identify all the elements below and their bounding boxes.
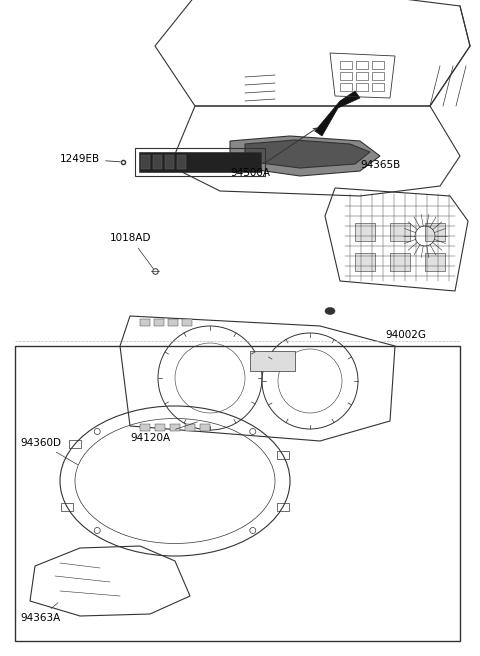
Bar <box>154 319 164 326</box>
Bar <box>277 502 289 510</box>
Bar <box>153 155 162 169</box>
Text: 94500A: 94500A <box>230 128 317 178</box>
Bar <box>425 223 445 241</box>
Bar <box>140 319 150 326</box>
Bar <box>356 61 368 69</box>
Bar <box>356 83 368 91</box>
Bar <box>182 319 192 326</box>
Bar <box>139 152 261 172</box>
Bar <box>355 253 375 271</box>
Bar <box>61 502 73 510</box>
Bar <box>168 319 178 326</box>
Bar <box>390 253 410 271</box>
Bar <box>177 155 186 169</box>
Bar <box>155 424 165 431</box>
Ellipse shape <box>325 308 335 314</box>
Bar <box>356 72 368 80</box>
Bar <box>372 72 384 80</box>
Bar <box>372 83 384 91</box>
Bar <box>140 424 150 431</box>
Bar <box>141 155 150 169</box>
Text: 94360D: 94360D <box>20 438 78 464</box>
Text: 94002G: 94002G <box>385 330 426 340</box>
Bar <box>15 346 460 641</box>
Bar <box>185 424 195 431</box>
Text: 94120A: 94120A <box>130 422 197 443</box>
Bar <box>372 61 384 69</box>
Bar <box>340 72 352 80</box>
Bar <box>425 253 445 271</box>
Text: 94365B: 94365B <box>360 160 400 170</box>
Bar <box>277 451 289 459</box>
Text: 1018AD: 1018AD <box>110 233 153 269</box>
Bar <box>250 351 295 371</box>
Polygon shape <box>230 136 380 176</box>
Bar <box>200 424 210 431</box>
Bar <box>135 148 265 176</box>
Bar <box>170 424 180 431</box>
Text: 94363A: 94363A <box>20 603 60 623</box>
Bar <box>70 440 82 447</box>
Bar <box>340 83 352 91</box>
Bar <box>355 223 375 241</box>
Polygon shape <box>245 140 370 168</box>
Text: 1249EB: 1249EB <box>60 154 120 164</box>
Bar <box>390 223 410 241</box>
Bar <box>340 61 352 69</box>
Bar <box>165 155 174 169</box>
Polygon shape <box>315 91 360 136</box>
